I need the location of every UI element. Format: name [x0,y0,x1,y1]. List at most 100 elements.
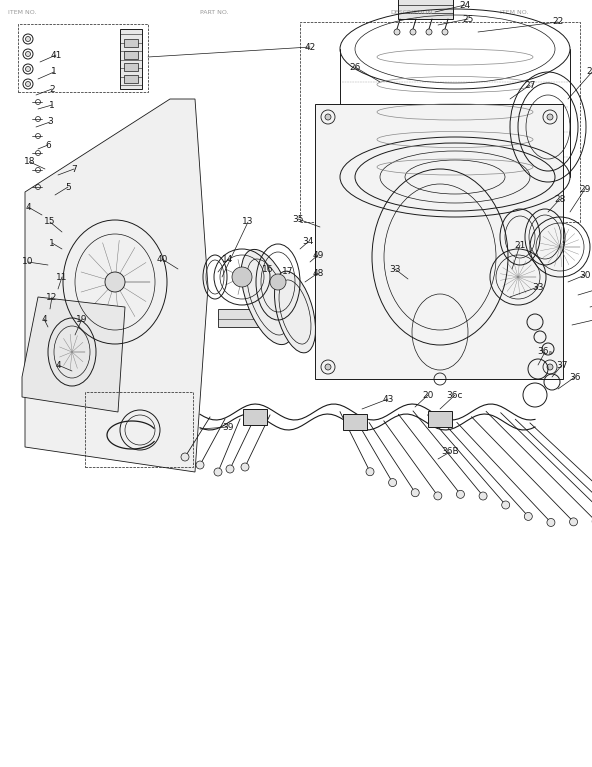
Text: 10: 10 [22,258,34,266]
Circle shape [366,468,374,476]
Bar [120,29,142,89]
Circle shape [501,501,510,509]
Text: 28: 28 [554,195,566,203]
Text: 4: 4 [41,314,47,324]
Bar [124,75,138,83]
Text: 7: 7 [71,164,77,173]
Circle shape [479,492,487,500]
Circle shape [105,272,125,292]
Text: 36B: 36B [441,447,459,456]
Circle shape [411,489,419,497]
Text: 29: 29 [580,185,591,193]
Circle shape [270,274,286,290]
Bar [315,104,563,379]
Circle shape [434,492,442,500]
Circle shape [325,364,331,370]
Text: 1: 1 [49,100,55,110]
Text: 6: 6 [45,140,51,150]
Text: 36ₐ: 36ₐ [538,347,552,357]
Bar [243,409,267,425]
Circle shape [525,512,532,521]
Circle shape [196,461,204,469]
Text: 35: 35 [292,215,304,223]
Bar [18,24,148,92]
Bar [124,51,138,59]
Circle shape [325,114,331,120]
Text: 17: 17 [282,266,294,275]
Ellipse shape [241,249,295,344]
Bar [124,63,138,71]
Circle shape [547,518,555,526]
Text: PART NO.: PART NO. [200,10,229,15]
Text: 34: 34 [303,238,314,246]
Text: ITEM NO.: ITEM NO. [500,10,529,15]
Text: 21: 21 [514,241,526,249]
Bar [343,414,367,430]
Text: 41: 41 [50,51,62,60]
Text: 25: 25 [462,15,474,24]
Circle shape [241,463,249,471]
Text: 33: 33 [532,282,543,291]
Circle shape [25,37,31,41]
Circle shape [25,51,31,57]
Text: 3: 3 [47,117,53,127]
Text: 11: 11 [56,272,67,281]
Polygon shape [25,99,208,472]
Circle shape [214,468,222,476]
Polygon shape [218,309,262,327]
Circle shape [410,29,416,35]
Circle shape [388,479,397,486]
Circle shape [456,490,465,499]
Text: 49: 49 [313,251,324,259]
Text: 23: 23 [586,67,592,77]
Polygon shape [22,297,125,412]
Text: 18: 18 [24,157,36,166]
Text: 14: 14 [223,255,234,264]
Text: 4: 4 [55,360,61,370]
Text: 27: 27 [525,81,536,90]
Bar [428,411,452,427]
Ellipse shape [232,267,252,287]
Text: 4: 4 [25,202,31,212]
Text: ITEM NO.: ITEM NO. [8,10,37,15]
Text: 36: 36 [570,373,581,381]
Text: 13: 13 [242,218,254,226]
Text: DESCRIPTION: DESCRIPTION [390,10,432,15]
Text: 26: 26 [349,62,361,71]
Ellipse shape [275,272,316,353]
Text: 22: 22 [552,18,564,27]
Circle shape [394,29,400,35]
Circle shape [226,465,234,473]
Text: 2: 2 [49,84,55,94]
Text: 48: 48 [313,268,324,278]
Text: 39: 39 [222,423,234,432]
Text: 1: 1 [49,239,55,248]
Text: 16: 16 [262,265,274,274]
Text: 12: 12 [46,292,57,301]
Bar [300,22,580,222]
Text: 42: 42 [304,42,316,51]
Text: 33: 33 [390,265,401,274]
Circle shape [25,81,31,87]
Text: 24: 24 [459,1,471,9]
Text: 36c: 36c [447,390,464,400]
Text: 20: 20 [422,390,434,400]
Text: 5: 5 [65,183,71,192]
Circle shape [570,518,578,526]
Text: 40: 40 [156,255,168,264]
Text: 15: 15 [44,218,56,226]
Circle shape [426,29,432,35]
Bar [124,39,138,47]
Text: 19: 19 [76,314,88,324]
Bar [85,392,193,467]
Text: 1: 1 [51,67,57,77]
Circle shape [181,453,189,461]
Bar [398,0,453,19]
Text: 43: 43 [382,394,394,403]
Circle shape [442,29,448,35]
Circle shape [25,67,31,71]
Circle shape [547,364,553,370]
Circle shape [547,114,553,120]
Text: 30: 30 [579,271,591,279]
Text: 37: 37 [556,360,568,370]
